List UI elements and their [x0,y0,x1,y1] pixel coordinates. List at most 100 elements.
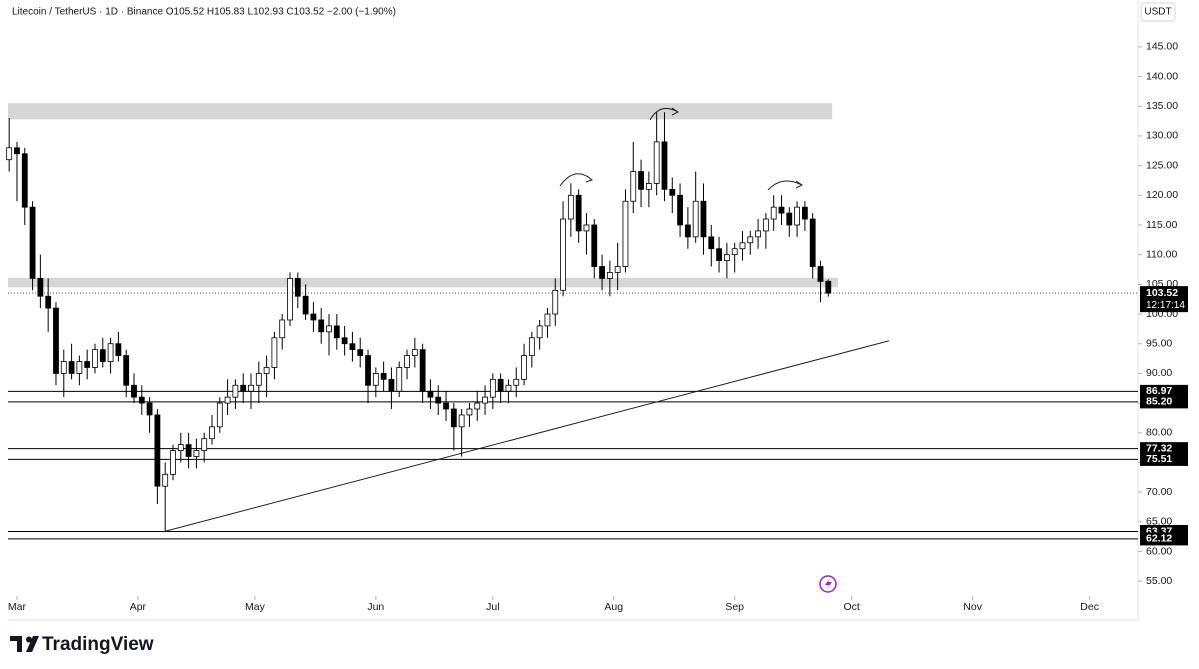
level-label-box [1140,452,1188,466]
candle-body [138,396,145,404]
event-icon[interactable] [819,575,837,593]
level-label-box [1140,442,1188,456]
candle-body [716,248,722,262]
level-label-box [1140,395,1188,409]
candle-body [739,242,746,250]
candle-body [388,378,395,392]
candle-body [606,272,613,279]
candle-body [29,206,36,279]
candle-body [279,319,286,339]
y-tick-label: 120.00 [1146,189,1178,201]
candle-body [294,278,301,297]
candle-body [14,147,20,155]
candle-body [185,444,192,457]
candle-body [443,402,449,410]
candle-body [248,384,254,392]
candle-body [474,402,481,410]
candle-body [599,266,605,279]
candle-body [162,473,169,487]
candle-body [700,200,707,238]
candle-body [193,450,200,457]
candle-body [333,325,340,339]
candle-body [411,349,418,356]
candle-body [786,212,793,226]
candle-body [216,402,223,428]
candle-body [349,343,356,351]
candle-body [677,194,683,226]
candle-body [567,194,574,220]
y-tick-label: 125.00 [1146,159,1178,171]
level-label: 77.32 [1146,442,1172,454]
candle-body [825,280,832,294]
candle-body [591,224,598,267]
candle-body [489,378,496,398]
zone [8,103,833,120]
x-tick-label: Apr [130,601,147,613]
plot-area [6,103,1138,540]
candle-body [76,361,83,374]
candle-body [209,426,215,440]
candle-body [755,230,761,238]
level-label-box [1140,384,1188,398]
candle-body [365,355,371,386]
candle-body [794,206,800,226]
candle-body [427,390,434,398]
candle-body [458,414,465,428]
level-label: 75.51 [1146,453,1172,465]
candle-body [778,206,785,214]
candle-body [762,218,769,232]
candle-body [224,396,231,404]
candle-body [536,325,543,339]
candle-body [21,153,28,208]
candle-body [232,384,239,398]
chart-title: Litecoin / TetherUS · 1D · Binance O105.… [12,7,396,18]
candle-body [326,325,332,333]
candle-body [357,349,364,356]
y-tick-label: 140.00 [1146,70,1178,82]
candle-body [505,384,512,392]
x-tick-label: Jun [367,601,384,613]
y-tick-label: 80.00 [1146,427,1172,439]
y-tick-label: 65.00 [1146,516,1172,528]
y-tick-label: 110.00 [1146,248,1177,260]
candle-body [302,295,309,315]
candle-body [684,224,691,238]
y-tick-label: 90.00 [1146,367,1172,379]
candle-body [177,444,184,451]
level-label: 62.12 [1146,533,1172,545]
candle-body [37,278,44,297]
candle-body [287,278,293,321]
y-tick-label: 135.00 [1146,100,1178,112]
candle-body [669,188,676,196]
candle-body [318,319,325,333]
candle-body [482,396,488,404]
brand-name: TradingView [42,634,154,655]
candle-body [271,337,278,368]
x-tick-label: Sep [725,601,744,613]
candle-body [123,355,130,386]
x-tick-label: Jul [486,601,499,613]
candle-body [645,183,652,190]
candle-body [552,289,559,315]
candle-body [450,408,457,428]
candle-body [68,361,75,374]
level-label: 86.97 [1146,385,1172,397]
y-tick-label: 115.00 [1146,219,1177,231]
candle-body [341,337,348,345]
candle-body [146,402,153,416]
y-tick-label: 70.00 [1146,486,1172,498]
candle-body [466,408,473,416]
candle-body [372,372,379,386]
x-tick-label: May [245,601,266,613]
candle-body [131,384,137,398]
candle-body [84,361,91,368]
candle-body [396,367,403,392]
annotation-arrow [767,180,803,191]
x-tick-label: Dec [1080,601,1099,613]
candle-body [170,450,176,475]
x-tick-label: Aug [604,601,623,613]
candle-body [560,218,566,291]
candle-body [45,295,52,309]
zone [8,277,839,288]
